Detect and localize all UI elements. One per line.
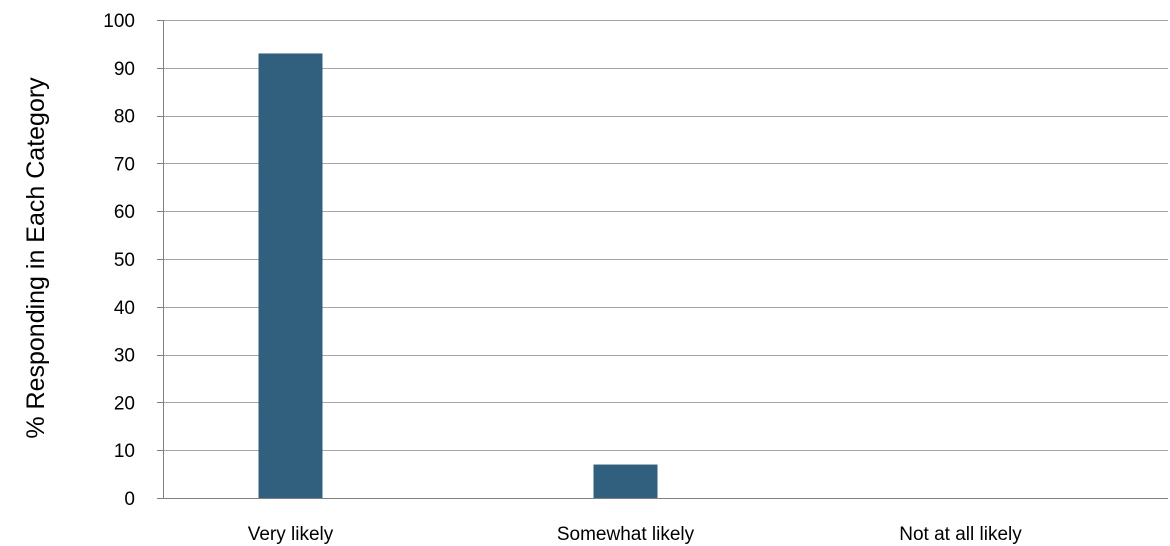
- y-tick-label: 0: [124, 489, 135, 510]
- y-tick-labels: 0 10 20 30 40 50 60 70 80 90 100: [103, 11, 135, 510]
- y-tick-label: 10: [114, 441, 135, 462]
- bars: [258, 53, 658, 499]
- y-tick-label: 90: [114, 59, 135, 80]
- y-tick-label: 40: [114, 298, 135, 319]
- y-tick-label: 70: [114, 154, 135, 175]
- y-tick-label: 100: [103, 11, 135, 32]
- y-tick-label: 50: [114, 250, 135, 271]
- x-category-label: Not at all likely: [899, 524, 1022, 545]
- bar-very-likely: [258, 53, 323, 499]
- x-category-label: Somewhat likely: [557, 524, 695, 545]
- y-tick-label: 20: [114, 393, 135, 414]
- y-tick-label: 80: [114, 107, 135, 128]
- axes: [157, 20, 1168, 499]
- x-category-label: Very likely: [248, 524, 334, 545]
- x-category-labels: Very likely Somewhat likely Not at all lik…: [248, 524, 1023, 545]
- bar-somewhat-likely: [593, 464, 658, 498]
- y-tick-label: 60: [114, 202, 135, 223]
- y-tick-label: 30: [114, 346, 135, 367]
- gridlines: [163, 20, 1168, 451]
- y-axis-title: % Responding in Each Category: [22, 77, 50, 439]
